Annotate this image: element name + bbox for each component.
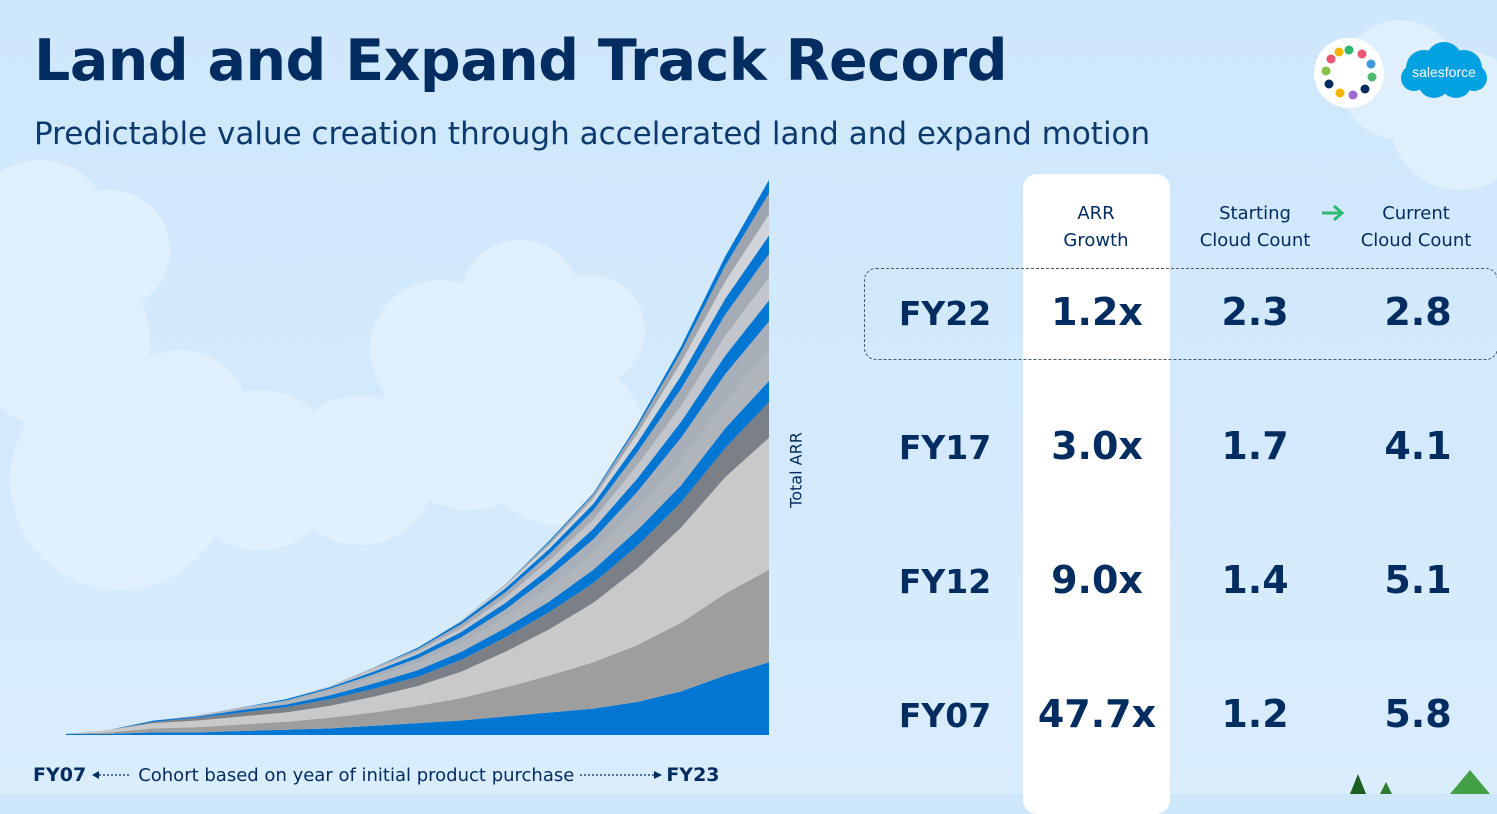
header-current-line1: Current <box>1382 203 1450 224</box>
decorative-trees <box>1350 770 1490 794</box>
header-current-line2: Cloud Count <box>1360 230 1472 251</box>
row-current-count: 2.8 <box>1384 290 1452 334</box>
salesforce-logo: salesforce <box>1401 42 1487 98</box>
row-current-count: 4.1 <box>1384 424 1452 468</box>
row-cohort: FY17 <box>898 428 992 467</box>
header-arr-growth: ARR Growth <box>1036 200 1156 254</box>
page-title: Land and Expand Track Record <box>34 28 1008 94</box>
area-series-2 <box>66 569 769 734</box>
row-arr-growth: 1.2x <box>1051 290 1143 334</box>
row-arr-growth: 47.7x <box>1037 692 1157 736</box>
green-right-arrow-icon <box>1322 204 1345 222</box>
row-starting-count: 1.7 <box>1221 424 1289 468</box>
x-axis-start-label: FY07 <box>33 764 87 786</box>
highlighted-row-box <box>864 268 1497 360</box>
x-axis-label: Cohort based on year of initial product … <box>138 764 575 786</box>
dots-ring-icon <box>1321 45 1377 100</box>
x-axis-caption: FY07 Cohort based on year of initial pro… <box>33 764 720 786</box>
stacked-area-chart <box>66 180 769 735</box>
row-cohort: FY22 <box>898 294 992 333</box>
row-arr-growth: 9.0x <box>1051 558 1143 602</box>
header-starting-line1: Starting <box>1219 203 1291 224</box>
header-starting-cloud-count: Starting Cloud Count <box>1190 200 1320 254</box>
row-current-count: 5.8 <box>1384 692 1452 736</box>
arr-growth-column-highlight <box>1023 174 1170 814</box>
row-starting-count: 1.2 <box>1221 692 1289 736</box>
page-subtitle: Predictable value creation through accel… <box>34 116 1151 152</box>
dots-ring-logo <box>1314 38 1384 108</box>
area-series-1 <box>66 662 769 735</box>
header-arr-growth-line2: Growth <box>1063 230 1129 251</box>
x-axis-end-label: FY23 <box>666 764 720 786</box>
y-axis-label: Total ARR <box>786 432 806 508</box>
row-starting-count: 2.3 <box>1221 290 1289 334</box>
header-current-cloud-count: Current Cloud Count <box>1350 200 1482 254</box>
row-starting-count: 1.4 <box>1221 558 1289 602</box>
right-arrow-icon <box>580 771 663 779</box>
row-current-count: 5.1 <box>1384 558 1452 602</box>
left-arrow-icon <box>92 771 131 779</box>
area-series-3 <box>66 437 769 734</box>
row-cohort: FY12 <box>898 562 992 601</box>
row-arr-growth: 3.0x <box>1051 424 1143 468</box>
header-starting-line2: Cloud Count <box>1199 230 1311 251</box>
area-series-4 <box>66 402 769 734</box>
background-clouds <box>0 20 1497 590</box>
row-cohort: FY07 <box>898 696 992 735</box>
header-arr-growth-line1: ARR <box>1077 203 1115 224</box>
salesforce-logo-text: salesforce <box>1412 64 1476 80</box>
